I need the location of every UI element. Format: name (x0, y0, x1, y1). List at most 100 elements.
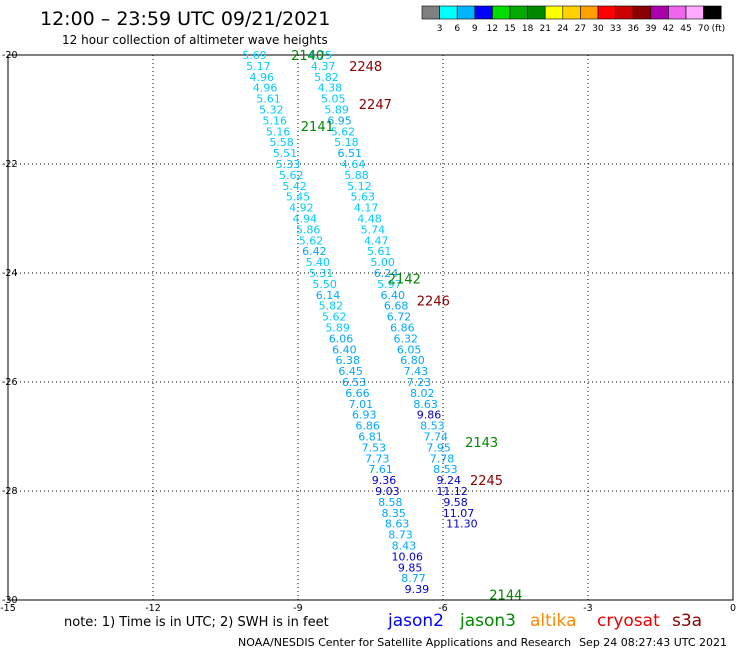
swh-value: 6.51 (337, 147, 362, 160)
pass-number-label: 2245 (470, 474, 503, 489)
swh-value: 7.61 (368, 463, 393, 476)
swh-value: 5.45 (286, 191, 311, 204)
pass-number-label: 2141 (301, 120, 334, 135)
color-swatch (439, 5, 458, 20)
swh-value: 7.23 (407, 376, 432, 389)
grid-lines (8, 55, 733, 600)
color-swatch (527, 5, 546, 20)
swh-value: 6.32 (394, 332, 419, 345)
swh-value: 8.63 (413, 398, 438, 411)
swh-value: 9.85 (398, 561, 423, 574)
swh-value: 6.53 (342, 376, 367, 389)
swh-value: 5.89 (325, 322, 350, 335)
swh-value: 7.01 (349, 398, 374, 411)
swh-value: 9.03 (375, 485, 400, 498)
swh-value: 5.05 (321, 93, 346, 106)
y-tick-label: -24 (2, 268, 18, 279)
swh-value: 5.63 (351, 191, 376, 204)
swh-value: 4.96 (250, 71, 275, 84)
swh-value: 5.61 (256, 93, 281, 106)
pass-number-label: 2247 (359, 98, 392, 113)
swh-value: 5.18 (334, 136, 359, 149)
swh-value: 5.42 (282, 180, 307, 193)
color-scale-label: 9 (472, 24, 478, 34)
swh-value: 4.48 (357, 213, 382, 226)
color-scale-label: 27 (575, 24, 586, 34)
swh-value: 5.16 (263, 114, 288, 127)
color-swatch (544, 5, 564, 20)
swh-value: 5.51 (273, 147, 298, 160)
color-swatch (456, 5, 476, 20)
swh-value: 6.40 (332, 343, 357, 356)
swh-value: 8.53 (420, 420, 445, 433)
swh-value: 5.00 (370, 256, 395, 269)
swh-value: 5.88 (344, 169, 369, 182)
color-scale-legend: 3 6 9 12 15 18 21 24 27 30 33 36 39 42 45 70 (ft) (421, 5, 725, 34)
swh-value: 8.58 (378, 496, 403, 509)
color-swatch (632, 5, 652, 20)
pass-number-label: 2248 (349, 60, 382, 75)
satellite-name: altika (530, 611, 577, 631)
swh-value: 4.17 (354, 202, 379, 215)
y-tick-label: -28 (2, 486, 18, 497)
color-swatch (492, 5, 511, 20)
swh-value: 5.58 (269, 136, 294, 149)
swh-value: 9.39 (405, 583, 430, 596)
swh-value: 5.97 (377, 278, 402, 291)
plot-frame (7, 54, 734, 601)
swh-value: 5.17 (246, 60, 271, 73)
x-tick-label: -3 (583, 603, 592, 614)
pass-number-label: 2142 (388, 272, 421, 287)
color-scale-label: 21 (539, 24, 550, 34)
swh-value: 9.24 (437, 474, 462, 487)
color-swatch (474, 5, 493, 20)
swh-value: 4.64 (341, 158, 366, 171)
swh-value: 4.47 (364, 234, 389, 247)
swh-value: 5.89 (324, 104, 349, 117)
swh-value: 8.53 (433, 463, 458, 476)
swh-value: 6.81 (358, 431, 383, 444)
swh-value: 7.53 (362, 441, 387, 454)
swh-value: 6.05 (397, 343, 422, 356)
pass-labels: 2140 2248 2247 2141 2142 2246 2143 2245 2144 (291, 49, 522, 604)
color-scale-label: 70 (698, 24, 710, 34)
color-scale-label: 15 (504, 24, 515, 34)
x-tick-label: -15 (0, 603, 16, 614)
chart-title: 12:00 – 23:59 UTC 09/21/2021 (40, 8, 330, 30)
y-tick-label: -26 (2, 377, 18, 388)
swh-value: 9.36 (372, 474, 397, 487)
swh-value: 6.86 (355, 420, 380, 433)
swh-value: 6.14 (316, 289, 341, 302)
swh-value: 5.50 (312, 278, 337, 291)
swh-value: 5.12 (347, 180, 372, 193)
footer-note: note: 1) Time is in UTC; 2) SWH is in fe… (64, 615, 329, 630)
swh-value: 4.96 (253, 82, 278, 95)
color-scale-label: 24 (557, 24, 569, 34)
swh-value: 6.95 (327, 114, 352, 127)
swh-value: 5.82 (314, 71, 339, 84)
swh-value: 5.62 (322, 311, 347, 324)
color-swatch (562, 5, 581, 20)
swh-value: 7.74 (424, 431, 449, 444)
swh-value: 5.62 (331, 125, 356, 138)
swh-value: 6.93 (352, 409, 377, 422)
swh-value: 5.82 (319, 300, 344, 313)
swh-values: 5.695.174.964.965.615.325.165.165.585.51… (242, 49, 477, 596)
color-swatch (580, 5, 599, 20)
color-swatch (685, 5, 704, 20)
color-swatch (421, 5, 440, 20)
swh-value: 6.42 (302, 245, 327, 258)
swh-value: 8.43 (392, 540, 417, 553)
swh-value: 8.02 (410, 387, 435, 400)
pass-number-label: 2246 (417, 294, 450, 309)
swh-value: 8.35 (381, 507, 406, 520)
color-swatch (703, 5, 722, 20)
x-tick-label: -12 (145, 603, 161, 614)
color-scale-label: 6 (454, 24, 460, 34)
pass-number-label: 2140 (291, 49, 324, 64)
swh-value: 6.38 (336, 354, 361, 367)
color-scale-label: 33 (610, 24, 621, 34)
swh-value: 4.37 (311, 60, 336, 73)
satellite-legend: jason2 jason3 altika cryosat s3a (387, 611, 702, 631)
y-tick-label: -22 (2, 159, 18, 170)
